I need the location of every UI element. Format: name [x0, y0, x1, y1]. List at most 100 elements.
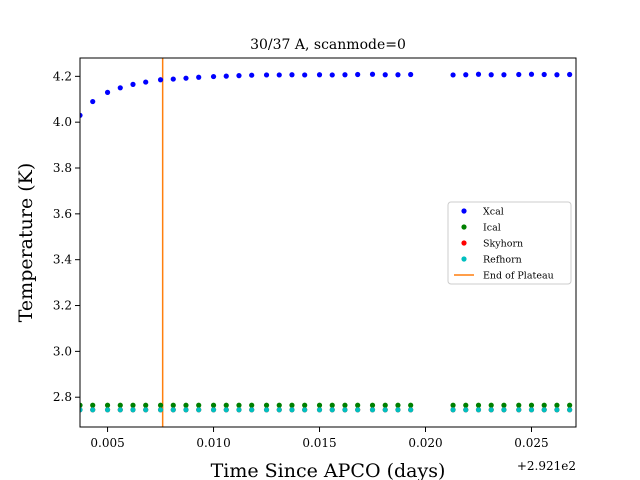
y-axis: 2.8 3.0 3.2 3.4 3.6 3.8 4.0 4.2 [53, 69, 80, 404]
ical-point [170, 402, 176, 408]
refhorn-legend-marker [461, 256, 467, 262]
refhorn-point [329, 407, 335, 413]
y-tick-label: 3.8 [53, 161, 72, 175]
xcal-point [90, 98, 96, 105]
ical-point [183, 402, 189, 408]
refhorn-point [90, 407, 96, 413]
xcal-point [554, 72, 560, 78]
refhorn-point [236, 407, 242, 413]
ical-point [395, 402, 401, 408]
xcal-point [567, 71, 573, 78]
ical-point [450, 402, 456, 408]
refhorn-point [395, 407, 401, 413]
xcal-point [289, 72, 295, 78]
legend-label: End of Plateau [483, 271, 554, 282]
x-tick-label: 0.015 [302, 436, 336, 450]
legend: Xcal Ical Skyhorn Refhorn End of Plateau [447, 201, 572, 285]
xcal-point [342, 72, 348, 78]
xcal-series [80, 71, 573, 118]
ical-point [463, 402, 469, 408]
xcal-point [528, 71, 535, 77]
refhorn-point [117, 407, 123, 413]
ical-point [143, 402, 149, 408]
legend-label: Xcal [483, 207, 504, 218]
legend-box [447, 201, 572, 285]
ical-point [316, 402, 323, 408]
y-axis-label: Temperature (K) [15, 163, 37, 323]
ical-point [80, 402, 83, 408]
ical-point [210, 402, 217, 408]
refhorn-point [541, 407, 547, 413]
x-axis-label: Time Since APCO (days) [211, 460, 446, 480]
refhorn-point [528, 407, 535, 413]
xcal-point [223, 73, 229, 79]
y-tick-label: 2.8 [53, 390, 72, 404]
ical-point [342, 402, 348, 408]
ical-point [408, 402, 414, 408]
y-tick-label: 3.0 [53, 344, 72, 358]
xcal-point [516, 71, 522, 78]
refhorn-point [263, 407, 270, 413]
xcal-point [450, 72, 456, 78]
legend-label: Skyhorn [483, 239, 523, 250]
ical-point [289, 402, 295, 408]
ical-point [516, 402, 522, 408]
refhorn-point [450, 407, 456, 413]
refhorn-point [342, 407, 348, 413]
ical-legend-marker [461, 224, 467, 230]
x-axis: 0.005 0.010 0.015 0.020 0.025 [90, 427, 549, 450]
refhorn-point [516, 407, 522, 413]
ical-point [329, 402, 335, 408]
xcal-point [143, 79, 149, 85]
refhorn-point [170, 407, 176, 413]
legend-label: Ical [483, 223, 501, 234]
refhorn-point [157, 407, 164, 413]
ical-point [90, 402, 96, 408]
xcal-point [316, 72, 323, 78]
refhorn-point [369, 407, 376, 413]
refhorn-point [355, 407, 361, 413]
xcal-point [80, 112, 83, 118]
ical-series [80, 402, 573, 408]
xcal-point [355, 71, 361, 78]
refhorn-point [210, 407, 217, 413]
chart-title: 30/37 A, scanmode=0 [250, 37, 406, 53]
x-tick-label: 0.005 [90, 436, 124, 450]
xcal-point [395, 72, 401, 78]
refhorn-point [475, 407, 482, 413]
skyhorn-legend-marker [461, 240, 467, 246]
xcal-point [236, 73, 242, 79]
ical-point [475, 402, 482, 408]
ical-point [355, 402, 361, 408]
xcal-point [382, 72, 388, 78]
refhorn-series [80, 407, 573, 413]
refhorn-point [501, 407, 507, 413]
y-tick-label: 3.6 [53, 207, 72, 221]
ical-point [276, 402, 282, 408]
ical-point [236, 402, 242, 408]
refhorn-point [183, 407, 189, 413]
ical-point [130, 402, 136, 408]
refhorn-point [289, 407, 295, 413]
refhorn-point [223, 407, 229, 413]
xcal-point [408, 71, 414, 78]
ical-point [541, 402, 547, 408]
ical-point [501, 402, 507, 408]
x-tick-label: 0.010 [196, 436, 230, 450]
refhorn-point [104, 407, 111, 413]
xcal-point [263, 72, 270, 78]
refhorn-point [463, 407, 469, 413]
ical-point [369, 402, 376, 408]
refhorn-point [408, 407, 414, 413]
ical-point [223, 402, 229, 408]
refhorn-point [382, 407, 388, 413]
xcal-point [117, 85, 123, 91]
refhorn-point [143, 407, 149, 413]
ical-point [488, 402, 494, 408]
refhorn-point [567, 407, 573, 413]
xcal-point [210, 73, 217, 80]
xcal-point [249, 72, 255, 78]
ical-point [554, 402, 560, 408]
refhorn-point [276, 407, 282, 413]
